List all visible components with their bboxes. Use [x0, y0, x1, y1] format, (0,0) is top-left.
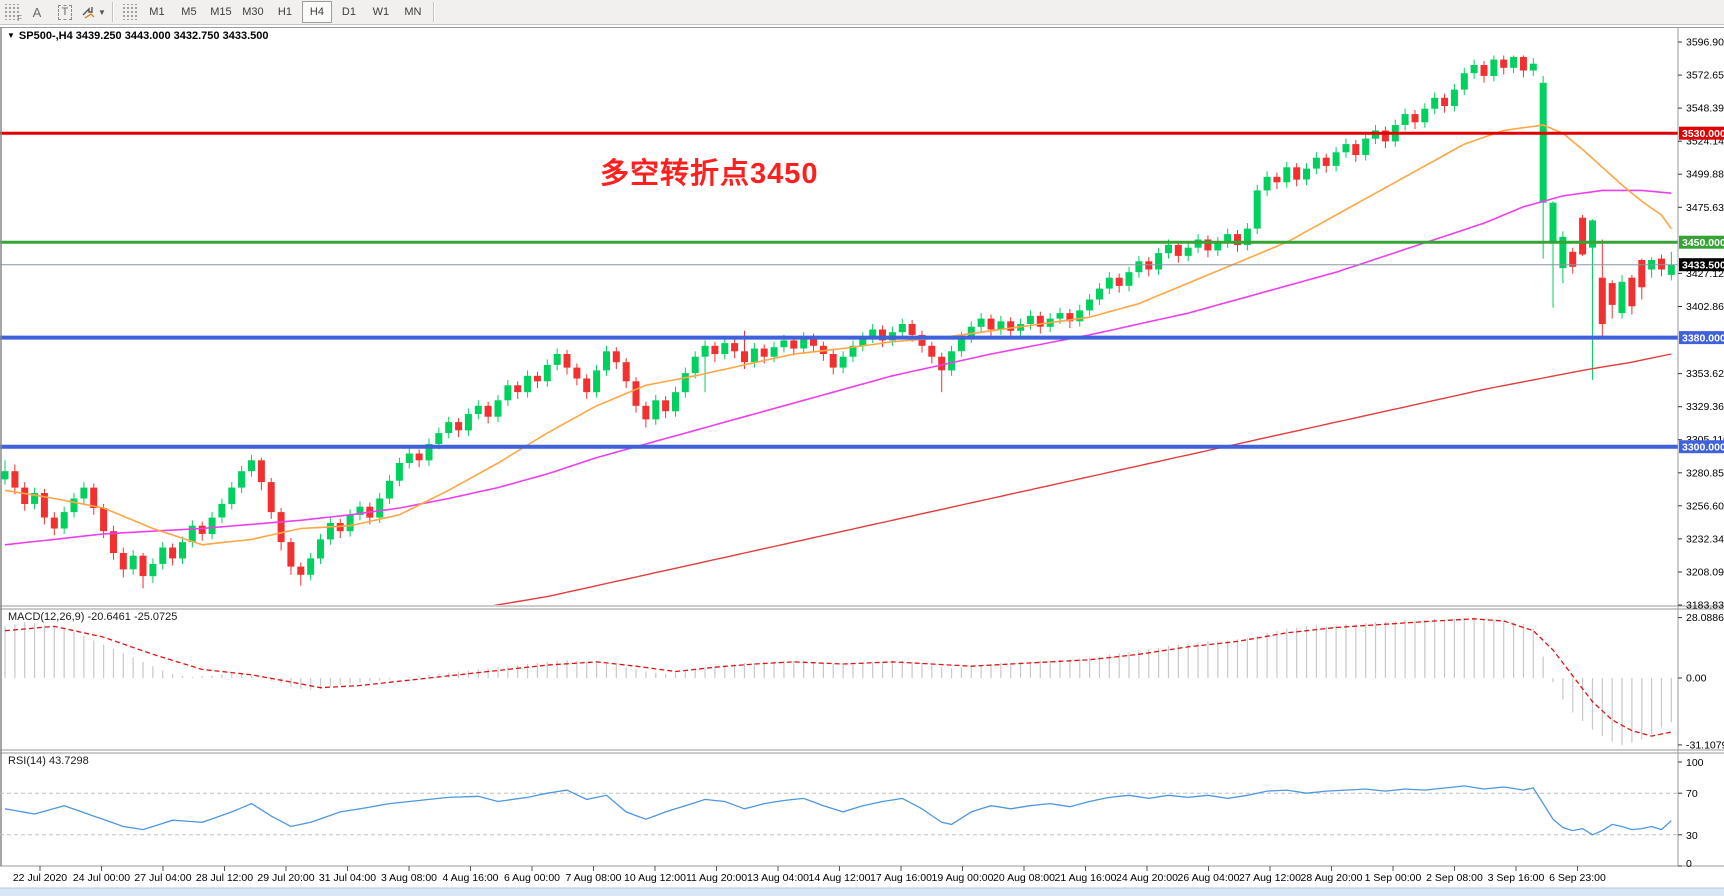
- text-tool-button[interactable]: T: [52, 1, 78, 23]
- rsi-line: [4, 785, 1672, 836]
- cycle-arrows-button[interactable]: ▼: [80, 1, 107, 23]
- svg-text:3256.600: 3256.600: [1686, 500, 1724, 512]
- svg-text:2 Sep 08:00: 2 Sep 08:00: [1426, 872, 1483, 884]
- svg-text:1 Sep 00:00: 1 Sep 00:00: [1365, 872, 1422, 884]
- rsi-axis-label: 70: [1686, 788, 1698, 800]
- timeframe-button-d1[interactable]: D1: [341, 6, 356, 18]
- fast-ma-line: [4, 124, 1672, 546]
- svg-text:3572.650: 3572.650: [1686, 70, 1724, 82]
- macd-axis-label: -31.1079: [1686, 739, 1724, 751]
- svg-text:3232.345: 3232.345: [1686, 533, 1724, 545]
- rsi-axis-label: 0: [1686, 858, 1692, 870]
- price-badge: [1679, 258, 1724, 272]
- macd-panel: [4, 617, 1672, 745]
- timeframe-button-m30[interactable]: M30: [242, 6, 264, 18]
- svg-text:3329.365: 3329.365: [1686, 401, 1724, 413]
- svg-text:3402.865: 3402.865: [1686, 301, 1724, 313]
- svg-text:3353.620: 3353.620: [1686, 368, 1724, 380]
- horizontal-scrollbar[interactable]: [0, 888, 1724, 896]
- svg-text:3450.000: 3450.000: [1682, 237, 1724, 249]
- svg-text:28 Jul 12:00: 28 Jul 12:00: [196, 872, 253, 884]
- timeframe-button-m5[interactable]: M5: [181, 6, 197, 18]
- rsi-axis-label: 30: [1686, 830, 1698, 842]
- svg-text:6 Aug 00:00: 6 Aug 00:00: [504, 872, 560, 884]
- svg-text:3475.630: 3475.630: [1686, 202, 1724, 214]
- rsi-panel: [0, 785, 1678, 836]
- svg-text:3 Sep 16:00: 3 Sep 16:00: [1488, 872, 1545, 884]
- main-price-panel: [1, 55, 1675, 605]
- svg-text:29 Jul 20:00: 29 Jul 20:00: [257, 872, 314, 884]
- svg-text:28 Aug 20:00: 28 Aug 20:00: [1301, 872, 1363, 884]
- macd-indicator-label: MACD(12,26,9) -20.6461 -25.0725: [8, 611, 178, 623]
- mid-ma-line: [4, 189, 1672, 546]
- svg-text:26 Aug 04:00: 26 Aug 04:00: [1178, 872, 1240, 884]
- svg-text:6 Sep 23:00: 6 Sep 23:00: [1549, 872, 1606, 884]
- macd-signal-line: [4, 618, 1672, 737]
- price-badge: [1679, 235, 1724, 249]
- svg-text:3183.835: 3183.835: [1686, 600, 1724, 612]
- svg-text:3 Aug 08:00: 3 Aug 08:00: [381, 872, 437, 884]
- svg-text:27 Aug 12:00: 27 Aug 12:00: [1239, 872, 1301, 884]
- svg-text:27 Jul 04:00: 27 Jul 04:00: [134, 872, 191, 884]
- svg-text:24 Jul 00:00: 24 Jul 00:00: [73, 872, 130, 884]
- annotation-a-button[interactable]: A: [32, 4, 42, 20]
- collapse-triangle-icon[interactable]: ▼: [7, 31, 15, 40]
- text-tool-icon: T: [57, 4, 73, 20]
- svg-text:7 Aug 08:00: 7 Aug 08:00: [565, 872, 621, 884]
- timeframe-button-m15[interactable]: M15: [210, 6, 232, 18]
- dropdown-caret-icon: ▼: [98, 7, 106, 17]
- svg-text:3280.855: 3280.855: [1686, 467, 1724, 479]
- price-badge: [1679, 331, 1724, 345]
- timeframe-drag-handle[interactable]: [120, 4, 139, 20]
- chart-annotation-text[interactable]: 多空转折点3450: [600, 158, 819, 190]
- svg-text:3499.885: 3499.885: [1686, 169, 1724, 181]
- svg-text:3548.395: 3548.395: [1686, 103, 1724, 115]
- svg-text:17 Aug 16:00: 17 Aug 16:00: [870, 872, 932, 884]
- svg-text:20 Aug 08:00: 20 Aug 08:00: [993, 872, 1055, 884]
- timeframe-button-h4[interactable]: H4: [301, 1, 332, 23]
- price-badge: [1679, 126, 1724, 140]
- svg-text:21 Aug 16:00: 21 Aug 16:00: [1055, 872, 1117, 884]
- arrange-grid-icon: F: [17, 14, 22, 23]
- timeframe-button-m1[interactable]: M1: [149, 6, 165, 18]
- svg-text:31 Jul 04:00: 31 Jul 04:00: [319, 872, 376, 884]
- price-chart[interactable]: 3596.9053572.6503548.3953524.1403499.885…: [0, 25, 1724, 896]
- svg-text:3433.500: 3433.500: [1682, 260, 1724, 272]
- rsi-axis-label: 100: [1686, 757, 1704, 769]
- svg-text:3596.905: 3596.905: [1686, 37, 1724, 49]
- svg-text:13 Aug 04:00: 13 Aug 04:00: [747, 872, 809, 884]
- macd-axis-label: 28.0886: [1686, 612, 1724, 624]
- slow-ma-line: [493, 353, 1672, 605]
- price-badge: [1679, 440, 1724, 454]
- price-axis[interactable]: 3596.9053572.6503548.3953524.1403499.885…: [1678, 37, 1724, 612]
- toolbar-separator: [432, 2, 435, 22]
- toolbar-separator: [111, 2, 114, 22]
- svg-text:10 Aug 12:00: 10 Aug 12:00: [624, 872, 686, 884]
- svg-text:19 Aug 00:00: 19 Aug 00:00: [932, 872, 994, 884]
- candlestick-series: [1, 55, 1675, 589]
- symbol-header[interactable]: ▼ SP500-,H4 3439.250 3443.000 3432.750 34…: [7, 30, 268, 42]
- svg-text:11 Aug 20:00: 11 Aug 20:00: [686, 872, 747, 884]
- toolbar: F A T ▼ M1 M5 M15 M30 H1 H4 D1 W1 MN: [0, 0, 1724, 25]
- svg-text:24 Aug 20:00: 24 Aug 20:00: [1116, 872, 1178, 884]
- svg-text:3530.000: 3530.000: [1682, 128, 1724, 140]
- rsi-indicator-label: RSI(14) 43.7298: [8, 755, 89, 767]
- svg-text:3300.000: 3300.000: [1682, 442, 1724, 454]
- timeframe-button-w1[interactable]: W1: [372, 6, 390, 18]
- macd-axis-label: 0.00: [1686, 673, 1707, 685]
- svg-text:3380.000: 3380.000: [1682, 332, 1724, 344]
- timeframe-button-h1[interactable]: H1: [277, 6, 292, 18]
- symbol-quote-text: SP500-,H4 3439.250 3443.000 3432.750 343…: [18, 30, 269, 42]
- svg-text:4 Aug 16:00: 4 Aug 16:00: [442, 872, 498, 884]
- toolbar-drag-handle[interactable]: F: [3, 4, 22, 23]
- cycle-arrows-icon: [82, 6, 95, 19]
- timeframe-button-mn[interactable]: MN: [404, 6, 422, 18]
- svg-text:14 Aug 12:00: 14 Aug 12:00: [809, 872, 871, 884]
- svg-text:22 Jul 2020: 22 Jul 2020: [13, 872, 67, 884]
- time-axis[interactable]: 22 Jul 2020 24 Jul 00:00 27 Jul 04:00 28 Ju…: [13, 866, 1606, 884]
- svg-text:3208.090: 3208.090: [1686, 567, 1724, 579]
